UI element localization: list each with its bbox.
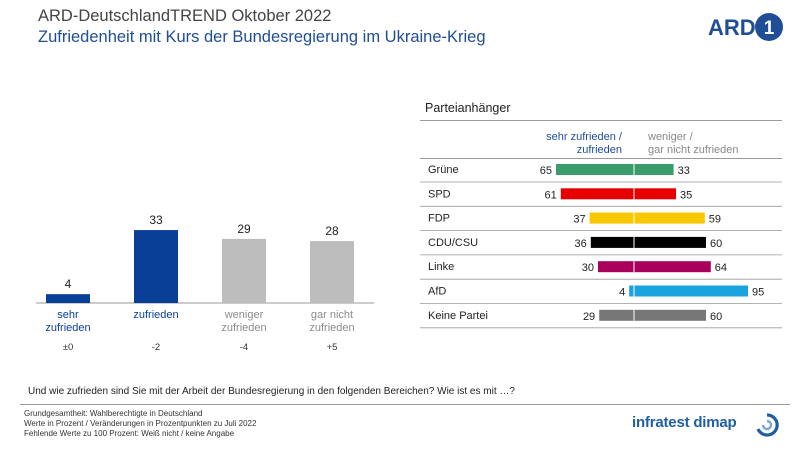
party-label-6: Keine Partei [428,310,488,322]
party-label-3: CDU/CSU [428,237,478,249]
overall-bar-3 [310,241,354,303]
ard-logo-text: ARD [708,15,756,40]
overall-bar-2 [222,238,266,303]
overall-category-label-1: zufrieden [133,309,178,321]
party-label-5: AfD [428,286,446,298]
overall-category-label-2: weniger zufrieden [221,309,266,334]
ard-logo-one: 1 [764,18,775,39]
party-bar-dissatisfied-4 [634,261,711,273]
overall-bar-value-2: 29 [237,222,251,236]
ard-logo-circle [755,13,783,41]
party-value-dissatisfied-3: 60 [710,238,722,250]
party-label-2: FDP [428,213,450,225]
party-label-0: Grüne [428,164,459,176]
page-subtitle: Zufriedenheit mit Kurs der Bundesregieru… [38,28,486,46]
overall-change-label-1: -2 [152,342,160,353]
page-title: ARD-DeutschlandTREND Oktober 2022 [38,7,332,25]
overall-category-label-3: gar nicht zufrieden [309,309,354,334]
column-head-dissatisfied: weniger / gar nicht zufrieden [648,131,739,156]
party-bar-dissatisfied-5 [634,285,748,297]
party-value-dissatisfied-6: 60 [710,311,722,323]
party-value-satisfied-0: 65 [540,165,552,177]
party-value-satisfied-2: 37 [573,214,585,226]
overall-change-label-2: -4 [240,342,248,353]
party-value-satisfied-6: 29 [583,311,595,323]
party-bar-satisfied-6 [599,309,634,321]
party-value-satisfied-1: 61 [545,189,557,201]
party-value-satisfied-4: 30 [582,262,594,274]
footnote-population: Grundgesamtheit: Wahlberechtigte in Deut… [24,409,203,418]
overall-bar-0 [46,294,90,303]
party-bar-dissatisfied-2 [634,212,705,224]
party-bar-satisfied-5 [629,285,634,297]
party-value-dissatisfied-0: 33 [678,165,690,177]
overall-bar-value-0: 4 [65,277,72,291]
infratest-logo-text: infratest dimap [632,414,737,431]
party-chart-header-rule [420,158,782,159]
overall-category-label-0: sehr zufrieden [45,309,90,334]
party-bar-satisfied-3 [590,236,634,248]
overall-bar-value-1: 33 [149,213,163,227]
party-value-dissatisfied-5: 95 [752,287,764,299]
infratest-logo-mark [756,413,779,437]
infratest-dimap-logo: infratest dimap [632,412,782,438]
footer-rule [20,404,790,405]
overall-bar-value-3: 28 [325,224,339,238]
party-value-satisfied-3: 36 [575,238,587,250]
party-bar-satisfied-2 [589,212,634,224]
column-head-satisfied: sehr zufrieden / zufrieden [546,131,622,156]
party-chart-top-rule [420,120,782,121]
overall-bar-1 [134,230,178,303]
party-bar-satisfied-4 [598,261,634,273]
overall-change-label-3: +5 [327,342,338,353]
party-bar-dissatisfied-0 [634,164,674,175]
party-bar-dissatisfied-1 [634,188,676,200]
party-bar-dissatisfied-6 [634,309,706,321]
party-bar-satisfied-0 [556,164,634,175]
footnote-units: Werte in Prozent / Veränderungen in Proz… [24,419,257,428]
footnote-missing: Fehlende Werte zu 100 Prozent: Weiß nich… [24,429,235,438]
party-value-dissatisfied-2: 59 [709,214,721,226]
party-value-dissatisfied-1: 35 [680,189,692,201]
party-bar-chart: Grüne 65 33 SPD 61 35 FDP 37 59 CDU/CSU 36 60 Linke 3… [420,164,782,329]
party-value-satisfied-5: 4 [619,287,625,299]
party-bar-dissatisfied-3 [634,236,706,248]
party-bar-satisfied-1 [560,188,634,200]
party-label-4: Linke [428,261,454,273]
party-chart-title: Parteianhänger [425,101,511,115]
ard-logo: ARD 1 [708,13,783,41]
overall-bar-chart: 4 sehr zufrieden ±0 33 zufrieden -2 29 weniger zu… [36,213,374,353]
party-value-dissatisfied-4: 64 [715,262,727,274]
overall-change-label-0: ±0 [63,342,74,353]
party-label-1: SPD [428,188,451,200]
survey-question: Und wie zufrieden sind Sie mit der Arbei… [28,386,515,397]
